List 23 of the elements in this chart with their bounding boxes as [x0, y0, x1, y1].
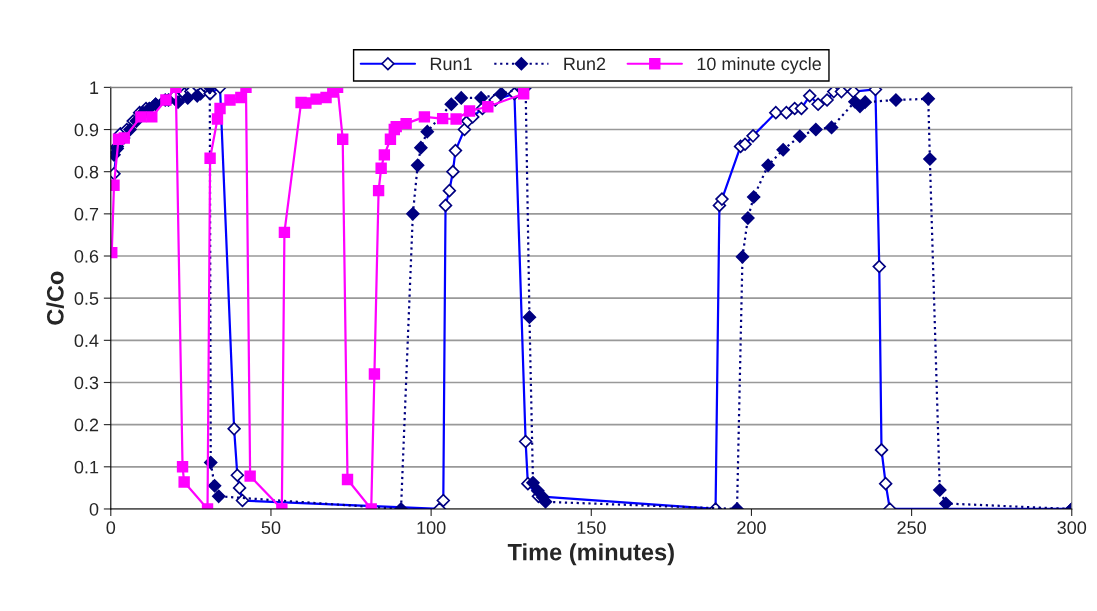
- y-tick-label: 0.5: [74, 292, 99, 305]
- y-tick-label: 0: [89, 502, 99, 516]
- y-tick-label: 0.3: [74, 376, 99, 390]
- y-tick-label: 0.8: [74, 165, 99, 179]
- x-tick-label: 200: [737, 521, 766, 535]
- x-tick-label: 250: [897, 521, 926, 535]
- x-tick-label: 100: [417, 521, 446, 535]
- legend-label: Run1: [430, 57, 472, 71]
- legend-label: Run2: [564, 57, 606, 71]
- y-tick-label: 0.4: [74, 334, 99, 348]
- x-tick-label: 0: [106, 521, 116, 535]
- x-axis-title: Time (minutes): [507, 543, 674, 566]
- y-tick-label: 0.7: [74, 207, 99, 221]
- y-tick-label: 0.9: [74, 123, 99, 137]
- x-tick-label: 50: [261, 521, 281, 535]
- legend-label: 10 minute cycle: [697, 57, 821, 74]
- y-tick-label: 0.1: [74, 460, 99, 474]
- y-axis-title: C/Co: [46, 271, 64, 325]
- y-tick-label: 0.2: [74, 418, 99, 432]
- y-tick-label: 1: [90, 81, 99, 94]
- y-tick-label: 0.6: [74, 249, 99, 263]
- x-tick-label: 300: [1057, 521, 1087, 535]
- x-tick-label: 150: [577, 521, 606, 535]
